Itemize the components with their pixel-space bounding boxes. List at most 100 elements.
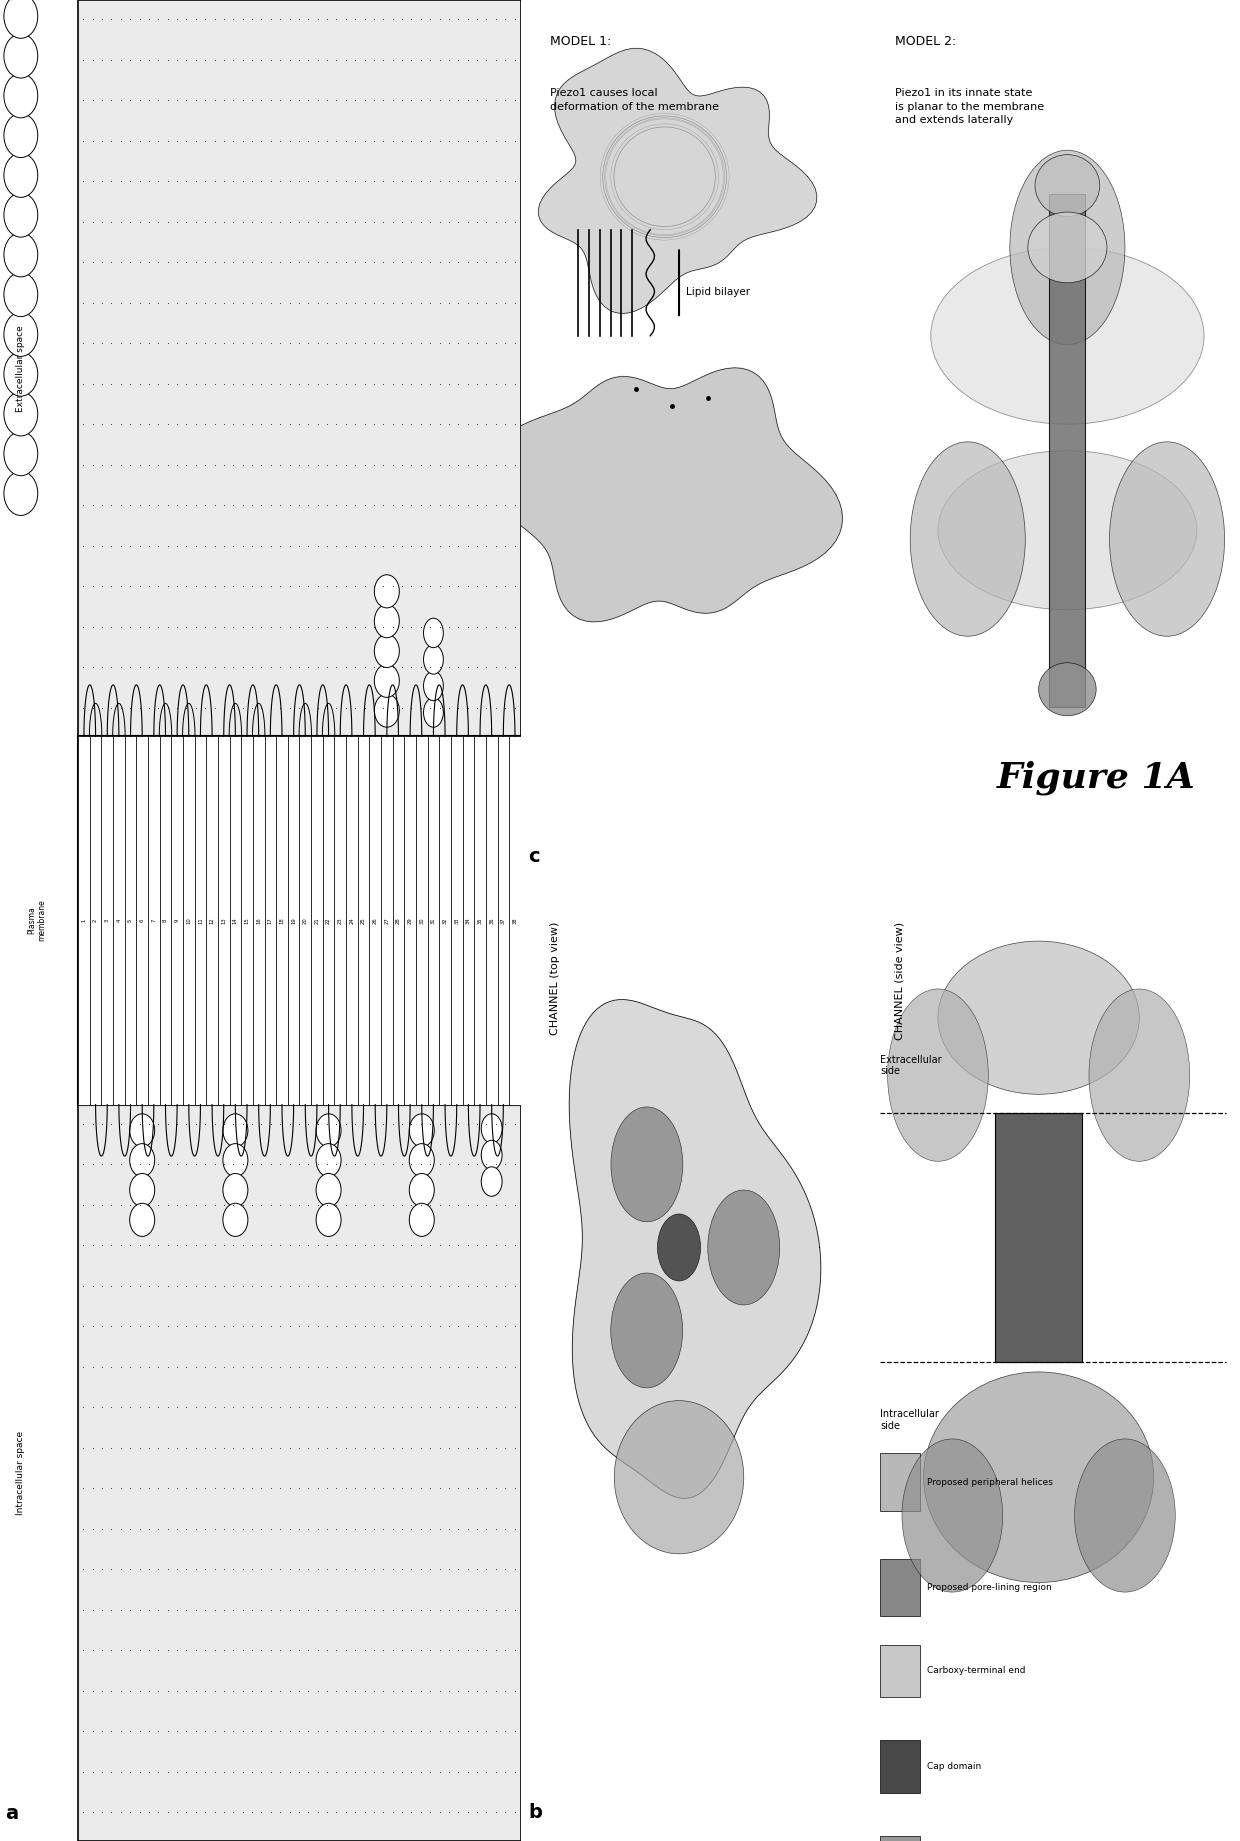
Text: 8: 8 [162, 919, 167, 922]
Ellipse shape [409, 1114, 434, 1147]
Ellipse shape [4, 313, 37, 357]
Text: Extracellular space: Extracellular space [16, 324, 25, 412]
Text: 30: 30 [419, 917, 424, 924]
Bar [497, 736, 510, 1105]
Bar [78, 736, 89, 1105]
Bar [89, 736, 102, 1105]
Polygon shape [487, 368, 842, 622]
Ellipse shape [424, 644, 444, 674]
Ellipse shape [4, 74, 37, 118]
Text: 34: 34 [466, 917, 471, 924]
Ellipse shape [409, 1204, 434, 1237]
Bar [1049, 195, 1085, 707]
Ellipse shape [374, 604, 399, 637]
Bar [357, 736, 370, 1105]
Bar [335, 736, 346, 1105]
Text: Proposed pore-lining region: Proposed pore-lining region [928, 1583, 1052, 1592]
Bar [206, 736, 218, 1105]
Ellipse shape [481, 1167, 502, 1197]
Text: 19: 19 [291, 917, 296, 924]
Text: 4: 4 [117, 919, 122, 922]
Bar [880, 1740, 920, 1793]
Bar [346, 736, 357, 1105]
Text: 26: 26 [373, 917, 378, 924]
Ellipse shape [4, 232, 37, 276]
Text: c: c [528, 847, 539, 865]
Bar [277, 736, 288, 1105]
Ellipse shape [910, 442, 1025, 637]
Bar [393, 736, 404, 1105]
Text: Extracellular
side: Extracellular side [880, 1055, 942, 1077]
Text: 36: 36 [489, 917, 495, 924]
Text: 3: 3 [104, 919, 110, 922]
Bar [148, 736, 160, 1105]
Text: 18: 18 [279, 917, 284, 924]
Text: MODEL 1:: MODEL 1: [549, 35, 611, 48]
Ellipse shape [1075, 1440, 1176, 1592]
Ellipse shape [611, 1106, 683, 1222]
Text: 7: 7 [151, 919, 156, 922]
Ellipse shape [1089, 989, 1189, 1162]
Bar [136, 736, 148, 1105]
Ellipse shape [888, 989, 988, 1162]
Bar [322, 736, 335, 1105]
Ellipse shape [611, 1272, 683, 1388]
Bar [78, 0, 521, 736]
Ellipse shape [424, 698, 444, 727]
Ellipse shape [4, 193, 37, 237]
Text: Plasma
membrane: Plasma membrane [27, 900, 46, 941]
Text: 23: 23 [337, 917, 342, 924]
Bar [996, 1114, 1081, 1362]
Ellipse shape [374, 574, 399, 608]
Polygon shape [538, 48, 817, 313]
Ellipse shape [4, 272, 37, 317]
Ellipse shape [708, 1189, 780, 1305]
Text: 16: 16 [257, 917, 262, 924]
Bar [486, 736, 497, 1105]
Text: 28: 28 [396, 917, 401, 924]
Text: CHANNEL (side view): CHANNEL (side view) [895, 922, 905, 1040]
Bar [428, 736, 439, 1105]
Bar [218, 736, 229, 1105]
Bar [125, 736, 136, 1105]
Bar [451, 736, 463, 1105]
Text: 25: 25 [361, 917, 366, 924]
Ellipse shape [1009, 151, 1125, 344]
Bar [880, 1644, 920, 1697]
Bar [78, 1105, 521, 1841]
Text: 14: 14 [233, 917, 238, 924]
Ellipse shape [409, 1173, 434, 1206]
Bar [264, 736, 277, 1105]
Ellipse shape [937, 941, 1140, 1094]
Ellipse shape [223, 1114, 248, 1147]
Text: 11: 11 [198, 917, 203, 924]
Ellipse shape [4, 33, 37, 77]
Text: Figure 1A: Figure 1A [997, 760, 1195, 795]
Ellipse shape [424, 672, 444, 701]
Text: 33: 33 [454, 917, 459, 924]
Text: 9: 9 [175, 919, 180, 922]
Text: MODEL 2:: MODEL 2: [895, 35, 956, 48]
Text: Piezo1 causes local
deformation of the membrane: Piezo1 causes local deformation of the m… [549, 88, 718, 112]
Text: b: b [528, 1802, 542, 1823]
Ellipse shape [223, 1204, 248, 1237]
Text: Piezo1 in its innate state
is planar to the membrane
and extends laterally: Piezo1 in its innate state is planar to … [895, 88, 1044, 125]
Bar [229, 736, 242, 1105]
Bar [370, 736, 381, 1105]
Ellipse shape [901, 1440, 1003, 1592]
Ellipse shape [1039, 663, 1096, 716]
Bar [474, 736, 486, 1105]
Ellipse shape [316, 1143, 341, 1176]
Text: Intracellular
side: Intracellular side [880, 1408, 939, 1430]
Text: 20: 20 [303, 917, 308, 924]
Text: Intracellular space: Intracellular space [16, 1430, 25, 1515]
Bar [439, 736, 451, 1105]
Bar [102, 736, 113, 1105]
Bar [463, 736, 474, 1105]
Ellipse shape [4, 431, 37, 475]
Bar [184, 736, 195, 1105]
Text: 31: 31 [432, 917, 436, 924]
Bar [404, 736, 415, 1105]
Text: Carboxy-terminal end: Carboxy-terminal end [928, 1666, 1025, 1675]
Text: 21: 21 [315, 917, 320, 924]
